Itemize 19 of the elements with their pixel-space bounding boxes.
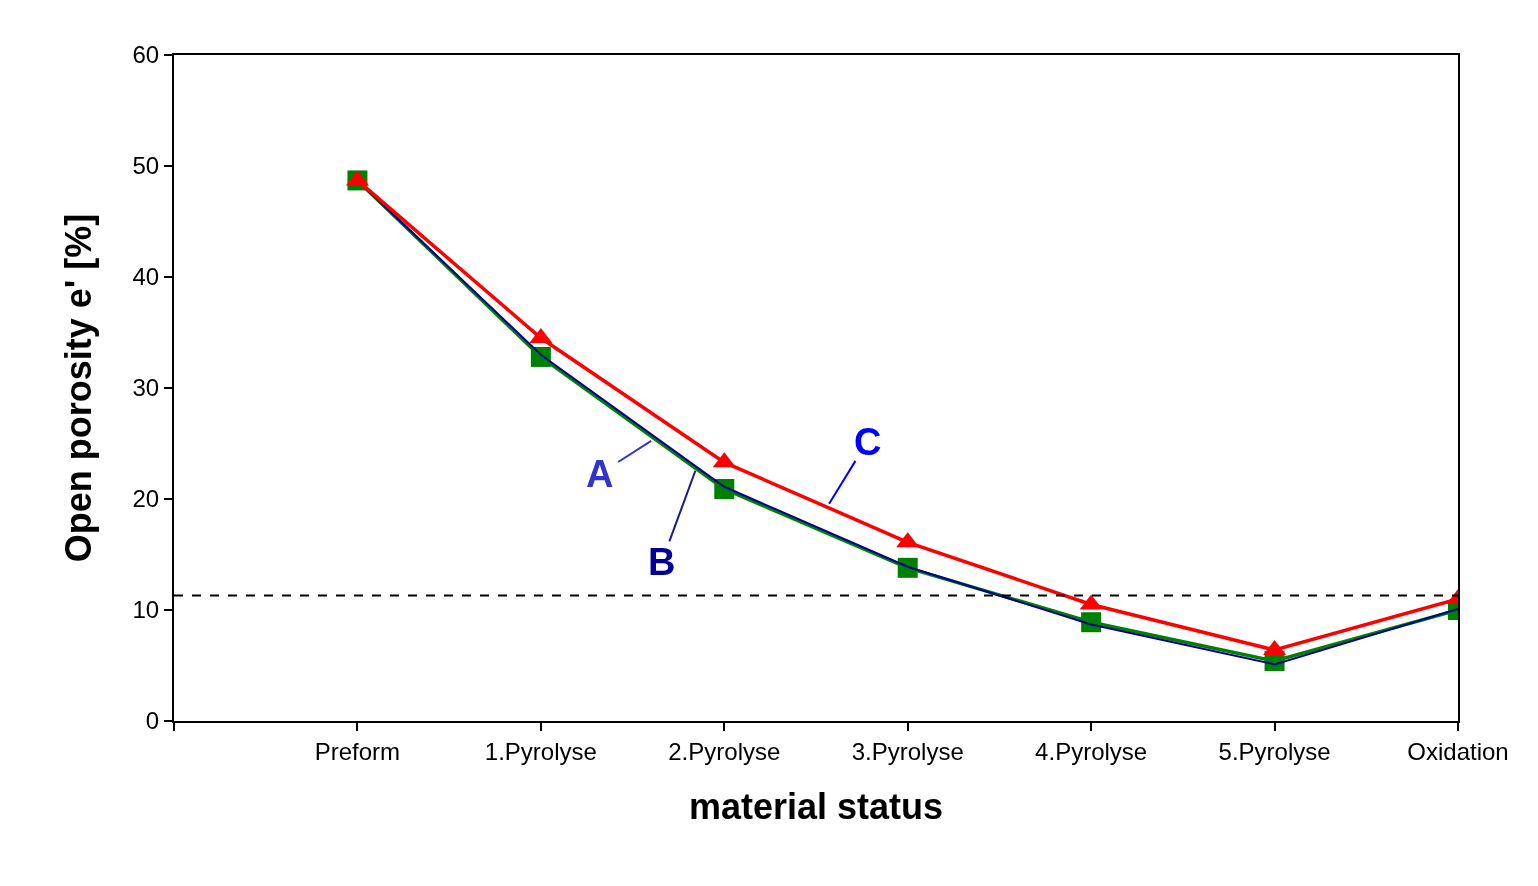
- y-axis-title: Open porosity e' [%]: [57, 213, 99, 563]
- y-tick-label: 50: [132, 152, 160, 180]
- series-label: A: [586, 453, 614, 495]
- y-tick-label: 30: [132, 374, 160, 402]
- y-tick-label: 10: [132, 596, 160, 624]
- y-tick-label: 60: [132, 41, 160, 69]
- series-label: B: [648, 541, 676, 583]
- x-tick-label: 2.Pyrolyse: [668, 737, 781, 765]
- x-tick-label: Oxidation: [1407, 737, 1509, 765]
- x-tick-label: 3.Pyrolyse: [851, 737, 964, 765]
- x-tick-label: 1.Pyrolyse: [484, 737, 597, 765]
- y-tick-label: 20: [132, 485, 160, 513]
- y-tick-label: 40: [132, 263, 160, 291]
- y-tick-label: 0: [145, 707, 160, 735]
- x-axis-title: material status: [688, 786, 944, 827]
- x-tick-label: Preform: [314, 737, 401, 765]
- series-label: C: [854, 421, 882, 463]
- x-tick-label: 4.Pyrolyse: [1035, 737, 1148, 765]
- x-tick-label: 5.Pyrolyse: [1218, 737, 1331, 765]
